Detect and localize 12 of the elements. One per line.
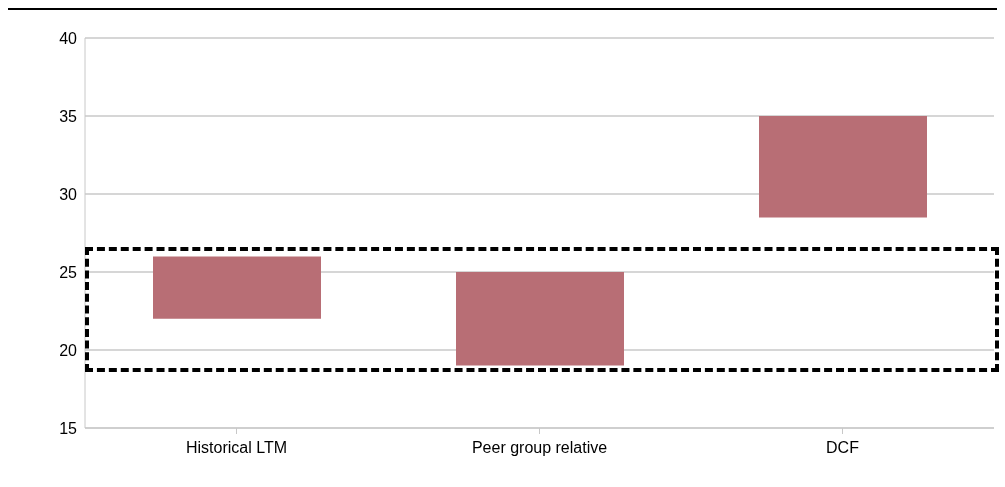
y-tick-label: 15 bbox=[59, 419, 78, 437]
bar bbox=[456, 272, 624, 366]
y-tick-label: 30 bbox=[59, 185, 78, 203]
y-tick-label: 40 bbox=[59, 29, 78, 47]
y-tick-label: 35 bbox=[59, 107, 78, 125]
y-tick-label: 25 bbox=[59, 263, 78, 281]
bar bbox=[153, 256, 321, 319]
x-tick-label: Peer group relative bbox=[471, 439, 608, 457]
x-tick-label: Historical LTM bbox=[185, 439, 288, 457]
y-tick-label: 20 bbox=[59, 341, 78, 359]
x-tick-label: DCF bbox=[826, 439, 860, 457]
bar bbox=[759, 116, 927, 218]
